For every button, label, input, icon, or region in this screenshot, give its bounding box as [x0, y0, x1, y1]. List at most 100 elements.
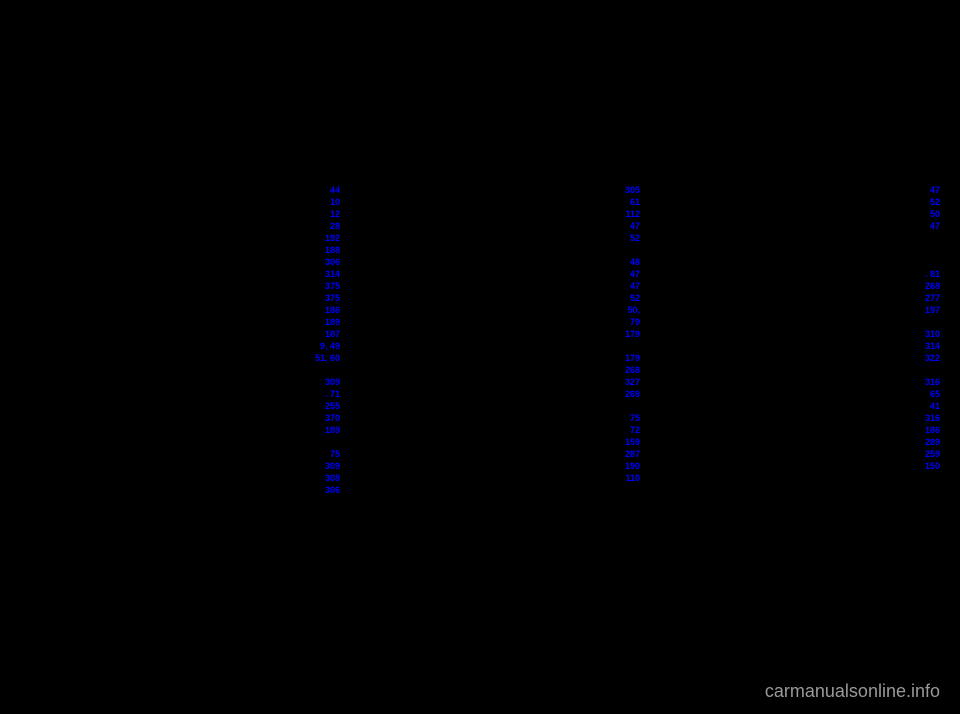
index-entry: 327 — [400, 377, 660, 387]
entry-page-link[interactable]: 186 — [325, 305, 340, 315]
entry-page-link[interactable]: 305 — [625, 185, 640, 195]
index-entry: 179 — [400, 353, 660, 363]
entry-page-link[interactable]: 316 — [925, 413, 940, 423]
entry-page-link[interactable]: 47 — [930, 185, 940, 195]
entry-page-link[interactable]: 79 — [630, 317, 640, 327]
index-entry: 309 — [100, 461, 360, 471]
entry-page-link[interactable]: 268 — [925, 281, 940, 291]
index-entry: 190 — [400, 461, 660, 471]
index-entry: 316 — [700, 377, 960, 387]
entry-page-link[interactable]: 314 — [925, 341, 940, 351]
index-entry: 48 — [400, 257, 660, 267]
index-entry: . 71 — [100, 389, 360, 399]
entry-page-link[interactable]: 187 — [325, 329, 340, 339]
index-entry: 75 — [100, 449, 360, 459]
entry-page-link[interactable]: 190 — [625, 461, 640, 471]
index-entry: 52 — [400, 293, 660, 303]
entry-page-link[interactable]: 327 — [625, 377, 640, 387]
index-entry: 9, 49 — [100, 341, 360, 351]
index-entry: 79 — [400, 317, 660, 327]
entry-page-link[interactable]: . 81 — [925, 269, 940, 279]
entry-page-link[interactable]: 255 — [325, 401, 340, 411]
entry-page-link[interactable]: 269 — [625, 389, 640, 399]
index-entry: 75 — [400, 413, 660, 423]
index-entry: 306 — [100, 485, 360, 495]
index-entry — [100, 437, 360, 447]
entry-page-link[interactable]: 192 — [325, 233, 340, 243]
entry-page-link[interactable]: 188 — [325, 245, 340, 255]
index-entry — [700, 365, 960, 375]
index-entry: 52 — [700, 197, 960, 207]
index-entry: 314 — [700, 341, 960, 351]
entry-page-link[interactable]: 309 — [325, 461, 340, 471]
index-entry: 28 — [100, 221, 360, 231]
index-entry: 370 — [100, 413, 360, 423]
entry-page-link[interactable]: 310 — [925, 329, 940, 339]
entry-page-link[interactable]: 44 — [330, 185, 340, 195]
entry-page-link[interactable]: 189 — [325, 425, 340, 435]
entry-page-link[interactable]: 52 — [630, 233, 640, 243]
entry-page-link[interactable]: 9, 49 — [320, 341, 340, 351]
index-entry: 197 — [700, 305, 960, 315]
index-entry: . 81 — [700, 269, 960, 279]
entry-page-link[interactable]: 322 — [925, 353, 940, 363]
entry-page-link[interactable]: 159 — [625, 437, 640, 447]
entry-page-link[interactable]: 47 — [630, 221, 640, 231]
entry-page-link[interactable]: 268 — [625, 365, 640, 375]
index-entry: 255 — [100, 401, 360, 411]
index-entry: 308 — [100, 473, 360, 483]
entry-page-link[interactable]: 47 — [630, 269, 640, 279]
entry-page-link[interactable]: 316 — [925, 377, 940, 387]
entry-page-link[interactable]: 41 — [930, 401, 940, 411]
entry-page-link[interactable]: 277 — [925, 293, 940, 303]
entry-page-link[interactable]: 52 — [630, 293, 640, 303]
entry-page-link[interactable]: 47 — [630, 281, 640, 291]
entry-page-link[interactable]: 186 — [925, 425, 940, 435]
index-entry: 50 — [700, 209, 960, 219]
entry-page-link[interactable]: 179 — [625, 353, 640, 363]
entry-page-link[interactable]: 61 — [630, 197, 640, 207]
entry-page-link[interactable]: 309 — [325, 377, 340, 387]
entry-page-link[interactable]: 12 — [330, 209, 340, 219]
entry-page-link[interactable]: 10 — [330, 197, 340, 207]
entry-page-link[interactable]: 308 — [325, 473, 340, 483]
index-entry: 47 — [700, 185, 960, 195]
entry-page-link[interactable]: 189 — [325, 317, 340, 327]
entry-page-link[interactable]: 370 — [325, 413, 340, 423]
entry-page-link[interactable]: 375 — [325, 293, 340, 303]
entry-page-link[interactable]: 47 — [930, 221, 940, 231]
entry-page-link[interactable]: 48 — [630, 257, 640, 267]
entry-page-link[interactable]: 51, 60 — [315, 353, 340, 363]
index-entry — [400, 341, 660, 351]
index-entry: 47 — [400, 281, 660, 291]
entry-page-link[interactable]: 150 — [925, 461, 940, 471]
entry-page-link[interactable]: 314 — [325, 269, 340, 279]
entry-page-link[interactable]: 75 — [630, 413, 640, 423]
entry-page-link[interactable]: 112 — [625, 209, 640, 219]
index-entry — [700, 245, 960, 255]
entry-page-link[interactable]: . 71 — [325, 389, 340, 399]
entry-page-link[interactable]: 197 — [925, 305, 940, 315]
index-columns: 44 10 12 28 192 188 306 314 375 375 186 189 187 9, 4… — [0, 0, 960, 570]
entry-page-link[interactable]: 65 — [930, 389, 940, 399]
entry-page-link[interactable]: 28 — [330, 221, 340, 231]
index-entry — [700, 257, 960, 267]
entry-page-link[interactable]: 287 — [625, 449, 640, 459]
index-entry: 268 — [400, 365, 660, 375]
entry-page-link[interactable]: 75 — [330, 449, 340, 459]
entry-page-link[interactable]: 306 — [325, 257, 340, 267]
entry-page-link[interactable]: 50 — [930, 209, 940, 219]
entry-page-link[interactable]: 50, — [627, 305, 640, 315]
entry-page-link[interactable]: 306 — [325, 485, 340, 495]
index-entry — [400, 401, 660, 411]
index-entry: 47 — [700, 221, 960, 231]
index-entry: 309 — [100, 377, 360, 387]
entry-page-link[interactable]: 110 — [625, 473, 640, 483]
entry-page-link[interactable]: 179 — [625, 329, 640, 339]
entry-page-link[interactable]: 289 — [925, 437, 940, 447]
index-entry: 305 — [400, 185, 660, 195]
entry-page-link[interactable]: 52 — [930, 197, 940, 207]
entry-page-link[interactable]: 375 — [325, 281, 340, 291]
entry-page-link[interactable]: 259 — [925, 449, 940, 459]
entry-page-link[interactable]: 72 — [630, 425, 640, 435]
